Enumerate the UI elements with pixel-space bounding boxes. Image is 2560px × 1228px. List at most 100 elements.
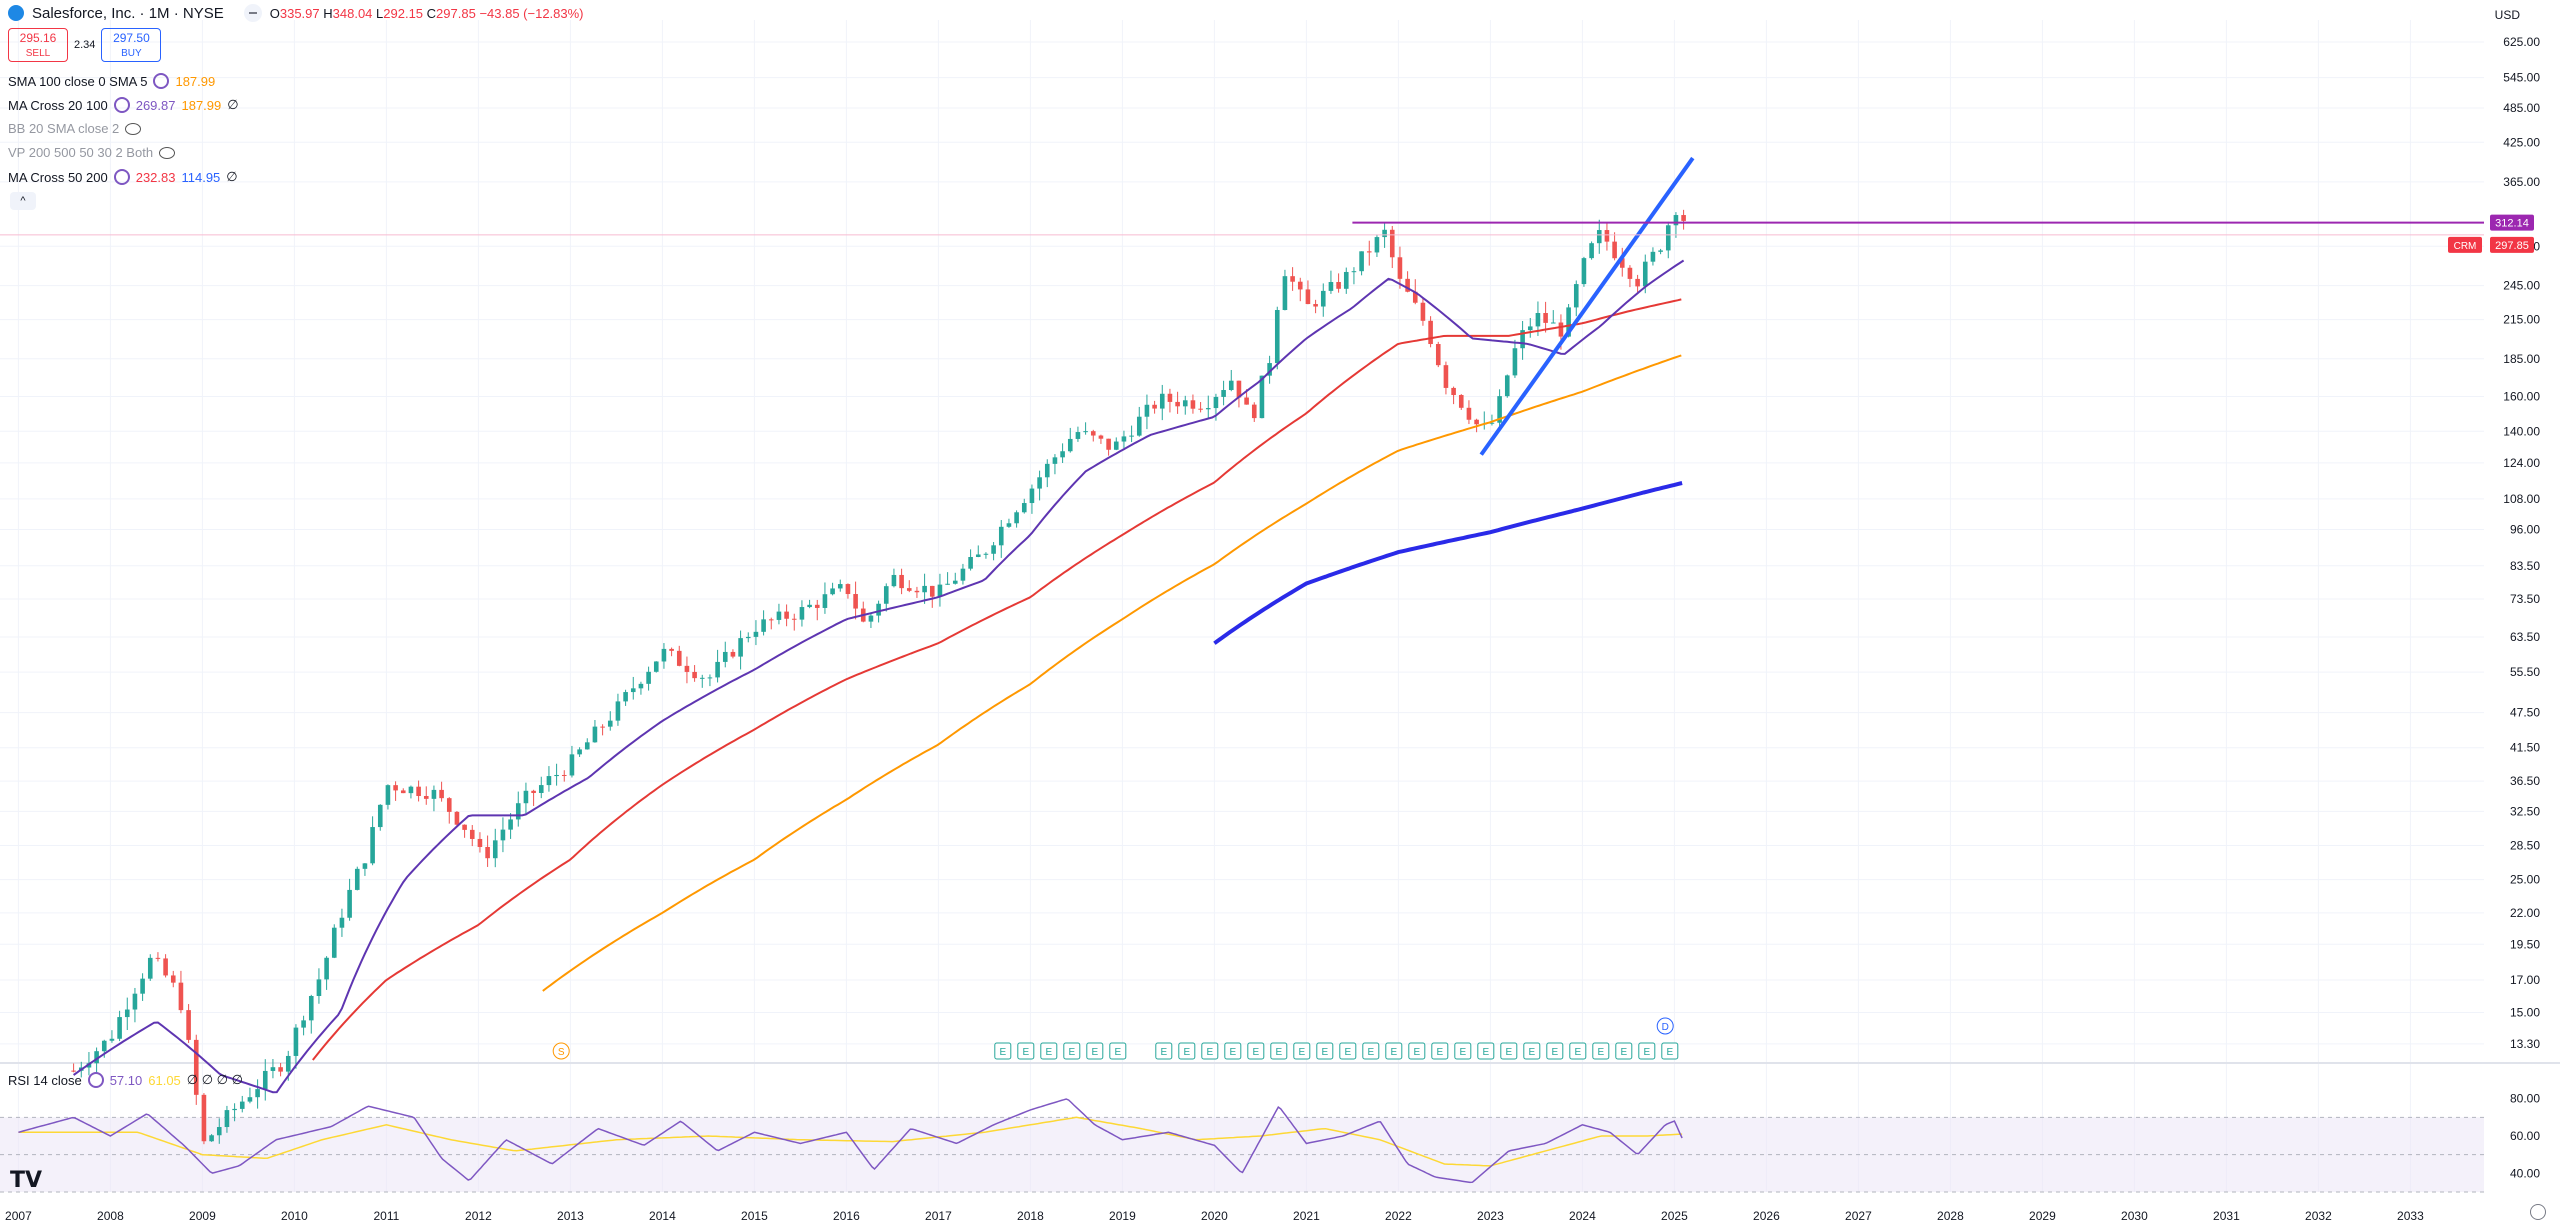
earnings-marker-label: E: [1229, 1047, 1236, 1058]
hide-legend-icon[interactable]: [243, 4, 262, 22]
rsi-line: [18, 1098, 1683, 1184]
indicator-row[interactable]: BB 20 SMA close 2: [8, 121, 142, 136]
earnings-marker-label: E: [1091, 1047, 1098, 1058]
year-tick-label: 2024: [1569, 1209, 1596, 1223]
currency-label[interactable]: USD: [2494, 8, 2520, 22]
candle-body: [500, 829, 506, 841]
earnings-marker: [1615, 1042, 1633, 1060]
indicator-settings-icon[interactable]: [113, 97, 130, 113]
candle-body: [1635, 278, 1640, 287]
candle-body: [1006, 523, 1012, 527]
candle-body: [1167, 393, 1173, 402]
candle-body: [784, 611, 789, 619]
candle-body: [1198, 408, 1203, 410]
candle-body: [1374, 237, 1380, 253]
earnings-marker-label: E: [1367, 1047, 1374, 1058]
candle-body: [232, 1108, 237, 1111]
rsi-ma-line: [18, 1116, 1683, 1167]
symbol-title[interactable]: Salesforce, Inc. · 1M · NYSE: [32, 4, 224, 22]
collapse-legend-button[interactable]: ^: [10, 192, 36, 210]
indicator-row[interactable]: MA Cross 50 200 232.83 114.95 ∅: [8, 169, 238, 185]
rsi-legend[interactable]: RSI 14 close 57.10 61.05 ∅ ∅ ∅ ∅: [8, 1072, 243, 1088]
candle-body: [1351, 271, 1357, 273]
change-value: −43.85 (−12.83%): [479, 5, 584, 21]
candle-body: [738, 638, 743, 657]
candle-body: [692, 671, 697, 679]
candle-body: [753, 631, 759, 637]
candle-body: [1558, 322, 1564, 337]
rsi-ma-value: 61.05: [148, 1072, 181, 1088]
earnings-marker-label: E: [1160, 1047, 1167, 1058]
earnings-marker: [1109, 1042, 1127, 1060]
buy-button[interactable]: 297.50 BUY: [101, 28, 162, 62]
candle-body: [715, 661, 720, 678]
indicator-hidden-icon[interactable]: [125, 122, 142, 135]
price-tick-label: 63.50: [2510, 630, 2540, 644]
ma20-line: [73, 259, 1685, 1094]
candle-body: [830, 588, 835, 595]
year-tick-label: 2012: [465, 1209, 492, 1223]
last-price-text: 297.85: [2495, 240, 2529, 252]
candle-body: [952, 580, 958, 584]
rsi-name: RSI 14 close: [8, 1072, 82, 1088]
candle-body: [1681, 215, 1686, 221]
price-tick-label: 55.50: [2510, 665, 2540, 679]
earnings-marker: [1040, 1042, 1058, 1060]
candle-body: [1366, 251, 1372, 253]
candle-body: [109, 1038, 115, 1041]
sell-button[interactable]: 295.16 SELL: [8, 28, 68, 62]
earnings-marker: [1201, 1042, 1219, 1060]
rsi-settings-icon[interactable]: [87, 1072, 104, 1088]
year-tick-label: 2010: [281, 1209, 308, 1223]
price-tick-label: 96.00: [2510, 522, 2540, 536]
candle-body: [569, 754, 575, 776]
indicator-row[interactable]: SMA 100 close 0 SMA 5 187.99: [8, 73, 215, 89]
candle-body: [1527, 326, 1533, 331]
dividend-marker-label: D: [1662, 1022, 1669, 1033]
price-tick-label: 22.00: [2510, 906, 2540, 920]
year-tick-label: 2008: [97, 1209, 124, 1223]
year-tick-label: 2021: [1293, 1209, 1320, 1223]
tradingview-logo[interactable]: TV: [10, 1168, 43, 1193]
price-tick-label: 160.00: [2503, 390, 2540, 404]
candle-body: [370, 827, 375, 864]
earnings-marker: [1316, 1042, 1334, 1060]
candle-body: [209, 1135, 214, 1142]
earnings-marker: [994, 1042, 1012, 1060]
candle-body: [400, 790, 406, 794]
earnings-marker-label: E: [1183, 1047, 1190, 1058]
candle-body: [469, 829, 475, 839]
dividend-marker: [1656, 1017, 1674, 1035]
candle-body: [945, 583, 950, 585]
indicator-settings-icon[interactable]: [153, 73, 170, 89]
indicator-hidden-icon[interactable]: [159, 146, 176, 159]
earnings-marker: [1523, 1042, 1541, 1060]
candle-body: [324, 957, 329, 980]
earnings-marker-label: E: [1022, 1047, 1029, 1058]
candle-body: [1121, 436, 1127, 442]
candle-body: [1665, 225, 1671, 251]
horizontal-price-text: 312.14: [2495, 218, 2529, 230]
chart-settings-icon[interactable]: [2530, 1204, 2546, 1220]
earnings-marker: [1339, 1042, 1357, 1060]
earnings-marker-label: E: [1275, 1047, 1282, 1058]
candle-body: [201, 1094, 207, 1142]
candle-body: [477, 838, 483, 847]
candle-body: [1573, 284, 1579, 308]
indicator-row[interactable]: VP 200 500 50 30 2 Both: [8, 145, 176, 160]
indicator-row[interactable]: MA Cross 20 100 269.87 187.99 ∅: [8, 97, 239, 113]
candle-body: [868, 615, 874, 622]
candle-body: [385, 785, 391, 805]
candle-body: [577, 749, 582, 755]
earnings-marker-label: E: [1321, 1047, 1328, 1058]
indicator-settings-icon[interactable]: [113, 169, 130, 185]
candle-body: [308, 996, 314, 1021]
price-tick-label: 47.50: [2510, 706, 2540, 720]
candle-body: [515, 803, 521, 820]
price-tick-label: 13.30: [2510, 1037, 2540, 1051]
earnings-marker: [1477, 1042, 1495, 1060]
price-tick-label: 140.00: [2503, 424, 2540, 438]
earnings-marker: [1500, 1042, 1518, 1060]
last-price-tag: [2490, 236, 2534, 253]
